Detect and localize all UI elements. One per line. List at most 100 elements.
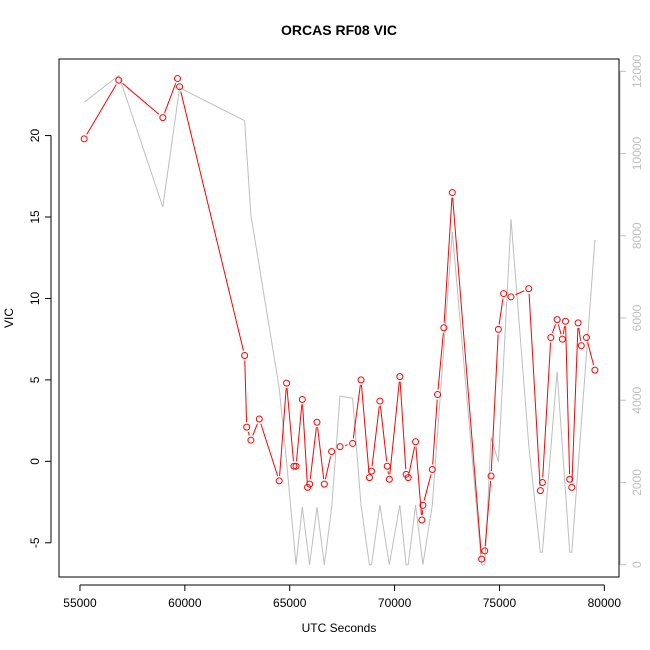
data-point — [582, 334, 590, 342]
data-point — [500, 290, 508, 298]
data-point — [176, 83, 184, 91]
y-axis-label: VIC — [2, 308, 16, 328]
x-tick-label: 65000 — [273, 596, 307, 610]
series-line-segment — [122, 83, 160, 115]
y-tick-label: 0 — [28, 458, 42, 465]
right-y-tick-label: 2000 — [630, 469, 644, 496]
series-line-segment — [247, 431, 250, 436]
data-point — [298, 395, 306, 403]
series-line-segment — [578, 327, 582, 341]
y-tick-label: 5 — [28, 376, 42, 383]
data-point — [418, 516, 426, 524]
data-point — [419, 501, 427, 509]
data-point — [562, 317, 570, 325]
series-line-segment — [252, 423, 258, 436]
data-point — [275, 477, 283, 485]
data-point — [159, 114, 167, 122]
plot-area — [58, 58, 620, 578]
data-point — [536, 487, 544, 495]
data-point — [306, 480, 314, 488]
data-point — [313, 418, 321, 426]
data-point — [320, 480, 328, 488]
data-point — [494, 325, 502, 333]
series-line-segment — [542, 342, 552, 478]
data-point — [574, 319, 582, 327]
data-point — [383, 462, 391, 470]
series-line-segment — [490, 334, 499, 472]
data-point — [448, 189, 456, 197]
series-line-segment — [286, 388, 294, 462]
series-line-segment — [423, 474, 432, 501]
data-point — [396, 373, 404, 381]
data-point — [577, 342, 585, 350]
series-line-segment — [415, 446, 422, 516]
series-line-segment — [344, 444, 348, 446]
series-line-segment — [432, 399, 438, 465]
right-y-tick-label: 8000 — [630, 222, 644, 249]
x-tick-label: 55000 — [63, 596, 97, 610]
data-point — [440, 324, 448, 332]
series-right-axis — [83, 74, 596, 566]
y-tick-label: -5 — [28, 537, 42, 548]
right-y-tick-label: 10000 — [630, 137, 644, 171]
data-point — [243, 423, 251, 431]
right-y-tick-label: 4000 — [630, 387, 644, 414]
series-line-segment — [587, 342, 595, 366]
series-line-segment — [244, 360, 248, 423]
chart-title: ORCAS RF08 VIC — [281, 22, 397, 38]
x-tick-label: 80000 — [588, 596, 622, 610]
series-line-segment — [399, 381, 407, 470]
data-point — [292, 462, 300, 470]
series-line-segment — [498, 298, 504, 325]
series-line-segment — [317, 427, 325, 480]
right-y-tick-label: 12000 — [630, 54, 644, 88]
data-point — [553, 316, 561, 324]
plot-frame — [58, 58, 620, 578]
data-point — [247, 436, 255, 444]
y-tick-label: 20 — [28, 129, 42, 143]
x-tick-label: 70000 — [378, 596, 412, 610]
data-point — [525, 285, 533, 293]
x-axis: 55000 60000 65000 70000 75000 80000 — [63, 584, 622, 610]
data-point — [385, 475, 393, 483]
series-line-segment — [302, 404, 308, 483]
data-point — [80, 135, 88, 143]
series-line-segment — [260, 423, 279, 477]
data-point — [538, 479, 546, 487]
series-line-segment — [360, 384, 370, 473]
data-point — [365, 474, 373, 482]
series-line-segment — [452, 197, 482, 555]
data-point — [487, 472, 495, 480]
series-line-segment — [515, 290, 525, 296]
x-axis-label: UTC Seconds — [302, 621, 377, 635]
data-point — [412, 438, 420, 446]
data-point — [547, 334, 555, 342]
series-line-segment — [571, 327, 579, 483]
data-point — [283, 379, 291, 387]
series-line-segment — [387, 471, 390, 475]
data-point — [591, 366, 599, 374]
data-point — [434, 391, 442, 399]
y-tick-label: 15 — [28, 210, 42, 224]
data-point — [368, 467, 376, 475]
data-point — [241, 351, 249, 359]
series-line-segment — [443, 197, 453, 323]
y-tick-label: 10 — [28, 291, 42, 305]
data-point — [328, 448, 336, 456]
series-line-segment — [279, 388, 287, 476]
series-line-segment — [389, 381, 400, 475]
data-point — [357, 376, 365, 384]
data-point — [255, 415, 263, 423]
right-y-axis: 0 2000 4000 6000 8000 10000 12000 — [619, 54, 644, 568]
x-tick-label: 75000 — [483, 596, 517, 610]
right-y-tick-label: 6000 — [630, 304, 644, 331]
series-line-segment — [324, 456, 332, 480]
data-point — [566, 475, 574, 483]
series-line-segment — [379, 405, 388, 462]
series-line-segment — [552, 324, 556, 333]
data-point — [478, 555, 486, 563]
right-y-tick-label: 0 — [630, 561, 644, 568]
data-point — [481, 547, 489, 555]
y-axis: -5 0 5 10 15 20 — [28, 129, 52, 548]
series-line-segment — [352, 384, 361, 439]
